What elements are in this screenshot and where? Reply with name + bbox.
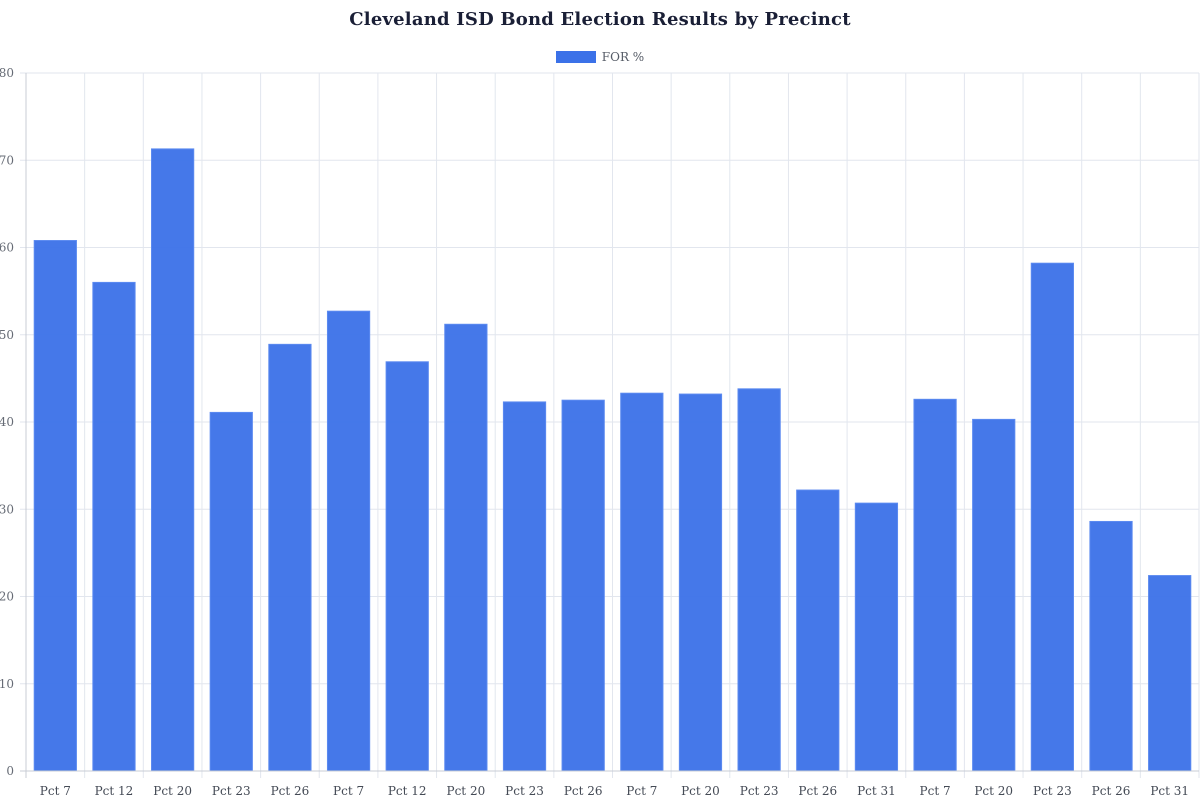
x-tick-label: Pct 26 xyxy=(798,784,837,798)
bar[interactable] xyxy=(678,393,723,772)
y-tick-label: 0 xyxy=(6,764,14,778)
bar[interactable] xyxy=(33,240,77,772)
y-tick-label: 40 xyxy=(0,415,14,429)
x-axis-ticks: Pct 7 Pct 12 Pct 20 Pct 23 Pct 26 Pct 7 Pct 12… xyxy=(40,784,1189,798)
bar[interactable] xyxy=(972,418,1016,772)
x-tick-label: Pct 31 xyxy=(857,784,896,798)
x-tick-label: Pct 23 xyxy=(212,784,251,798)
legend-label-for-percent[interactable]: FOR % xyxy=(601,50,645,64)
x-tick-label: Pct 26 xyxy=(564,784,603,798)
bar[interactable] xyxy=(561,399,605,772)
bar[interactable] xyxy=(796,489,840,772)
y-tick-label: 50 xyxy=(0,328,14,342)
x-tick-label: Pct 23 xyxy=(740,784,779,798)
x-tick-label: Pct 12 xyxy=(95,784,134,798)
bar[interactable] xyxy=(737,388,781,772)
x-tick-label: Pct 20 xyxy=(974,784,1013,798)
x-tick-label: Pct 20 xyxy=(681,784,720,798)
x-tick-label: Pct 20 xyxy=(447,784,486,798)
axes xyxy=(20,73,1199,778)
x-tick-label: Pct 20 xyxy=(153,784,192,798)
legend: FOR % xyxy=(0,50,1200,64)
bar[interactable] xyxy=(268,343,312,772)
bar[interactable] xyxy=(326,310,371,772)
x-tick-label: Pct 7 xyxy=(40,784,71,798)
x-tick-label: Pct 31 xyxy=(1150,784,1189,798)
x-tick-label: Pct 7 xyxy=(626,784,657,798)
bar[interactable] xyxy=(151,148,195,772)
bar[interactable] xyxy=(209,411,253,772)
x-tick-label: Pct 12 xyxy=(388,784,427,798)
x-tick-label: Pct 7 xyxy=(920,784,951,798)
y-tick-label: 80 xyxy=(0,66,14,80)
bar[interactable] xyxy=(854,502,899,772)
y-tick-label: 20 xyxy=(0,590,14,604)
x-tick-label: Pct 7 xyxy=(333,784,364,798)
y-axis-ticks: 0 10 20 30 40 50 60 70 80 xyxy=(0,66,14,778)
bar[interactable] xyxy=(1030,262,1074,772)
y-tick-label: 60 xyxy=(0,241,14,255)
chart-title: Cleveland ISD Bond Election Results by P… xyxy=(349,9,851,30)
x-tick-label: Pct 26 xyxy=(271,784,310,798)
y-tick-label: 10 xyxy=(0,677,14,691)
legend-swatch-for-percent[interactable] xyxy=(555,51,596,63)
bar[interactable] xyxy=(1148,575,1192,772)
bar[interactable] xyxy=(385,361,429,772)
x-tick-label: Pct 23 xyxy=(1033,784,1072,798)
bar[interactable] xyxy=(444,323,488,772)
y-tick-label: 30 xyxy=(0,502,14,516)
x-tick-label: Pct 26 xyxy=(1092,784,1131,798)
bar[interactable] xyxy=(502,401,547,772)
bar[interactable] xyxy=(92,281,136,772)
gridlines xyxy=(20,72,1200,778)
bar[interactable] xyxy=(620,392,664,772)
bar[interactable] xyxy=(1089,520,1133,772)
x-tick-label: Pct 23 xyxy=(505,784,544,798)
y-tick-label: 70 xyxy=(0,153,14,167)
bars xyxy=(33,148,1192,772)
bar[interactable] xyxy=(913,398,957,772)
